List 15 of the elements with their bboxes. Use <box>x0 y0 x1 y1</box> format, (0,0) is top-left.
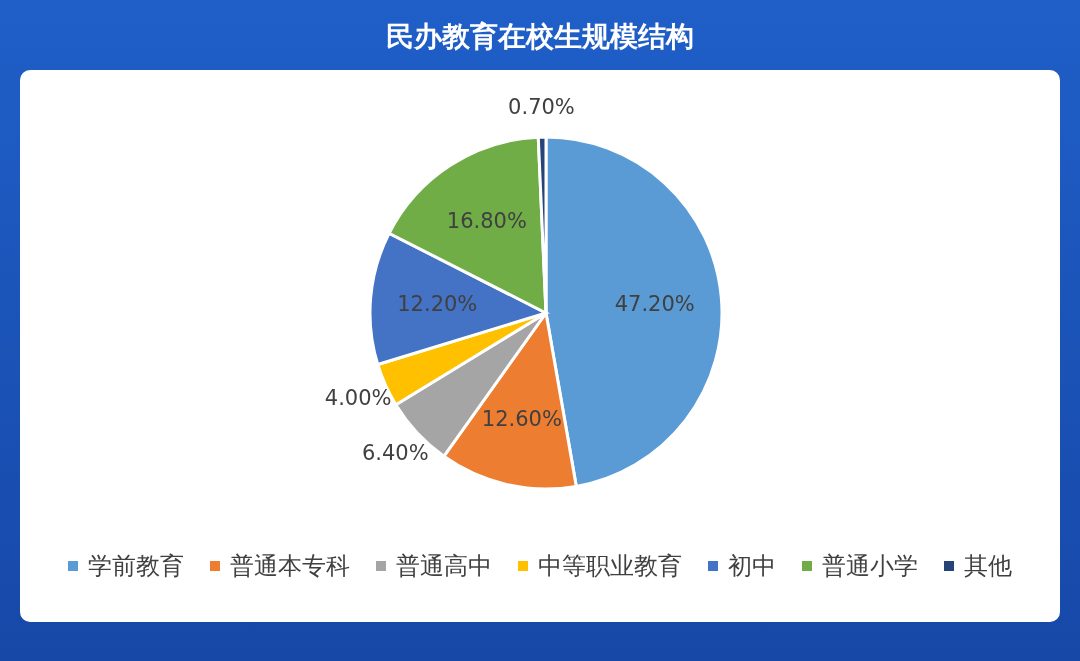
legend-label: 其他 <box>964 551 1012 582</box>
data-label: 6.40% <box>361 441 429 466</box>
legend-label: 普通小学 <box>822 551 918 582</box>
legend-label: 学前教育 <box>88 551 184 582</box>
data-label: 0.70% <box>508 95 575 120</box>
legend-label: 普通高中 <box>396 551 492 582</box>
data-label: 12.20% <box>397 291 478 316</box>
data-label: 4.00% <box>324 385 392 410</box>
data-label: 47.20% <box>614 291 695 316</box>
legend-label: 中等职业教育 <box>538 551 682 582</box>
legend-label: 普通本专科 <box>230 551 350 582</box>
data-label: 12.60% <box>481 407 562 432</box>
data-label: 16.80% <box>446 209 527 234</box>
legend-label: 初中 <box>728 551 776 582</box>
chart-title: 民办教育在校生规模结构 <box>385 19 695 55</box>
